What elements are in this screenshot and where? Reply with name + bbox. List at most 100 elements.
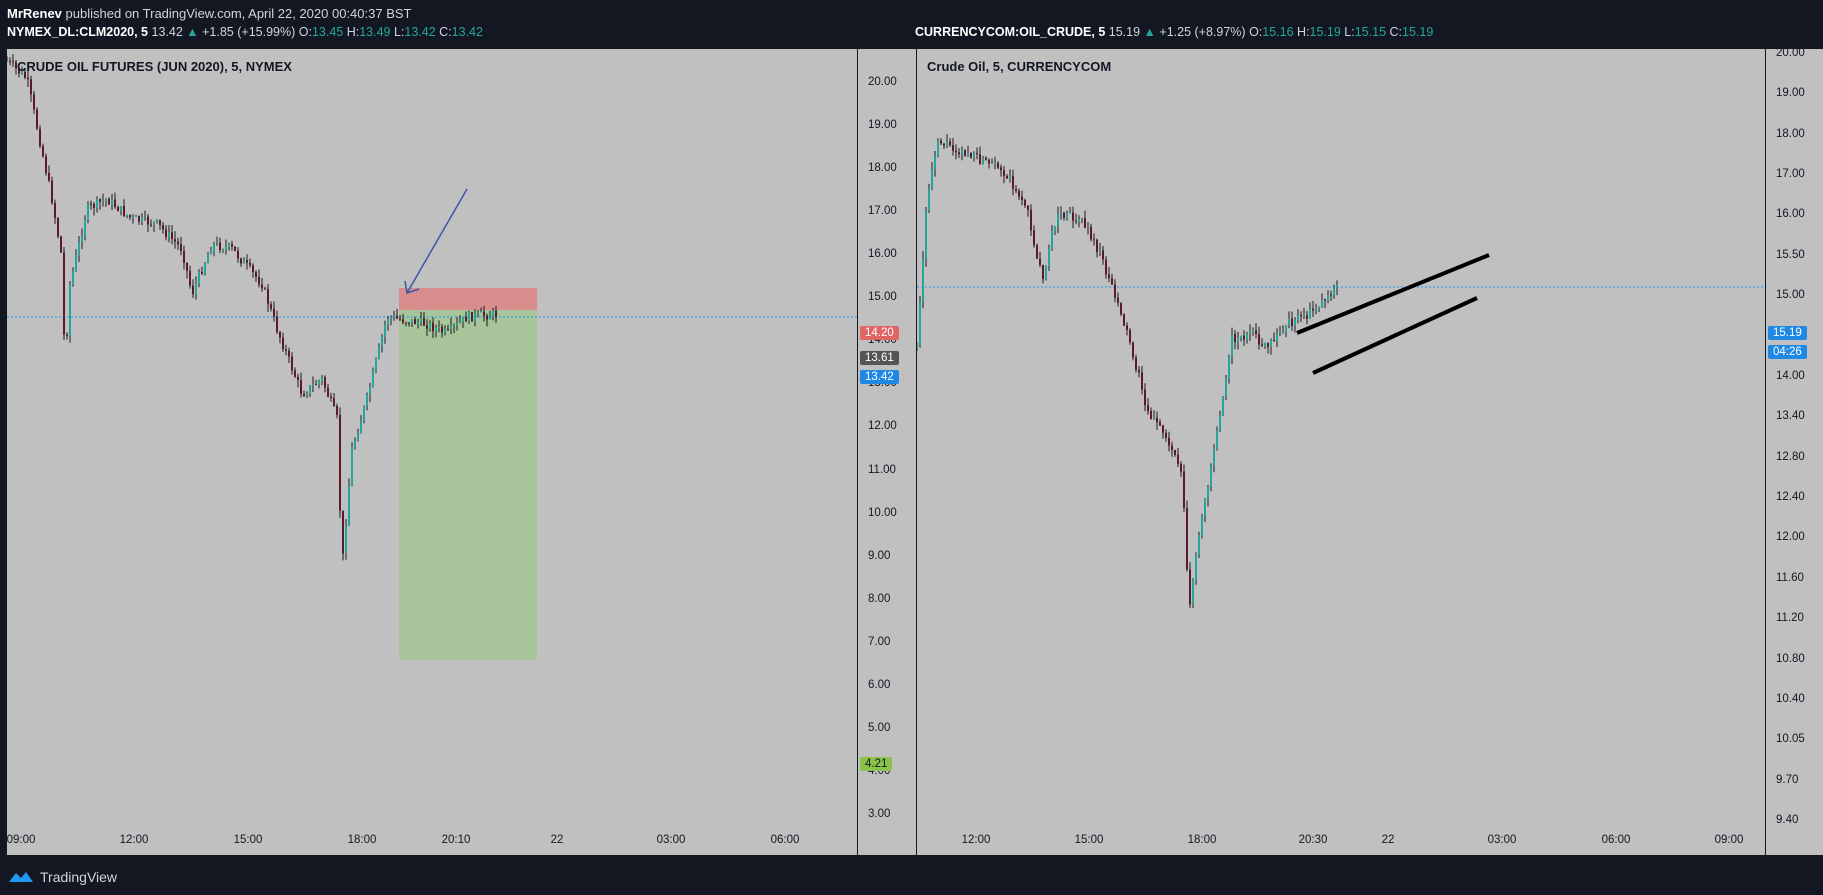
candle-body xyxy=(471,311,473,322)
candle-body xyxy=(66,334,68,337)
candle-body xyxy=(210,251,212,255)
right-x-tick: 22 xyxy=(1381,834,1395,846)
candle-body xyxy=(165,229,167,238)
left-chart-pane[interactable]: CRUDE OIL FUTURES (JUN 2020), 5, NYMEX xyxy=(7,49,857,855)
candle-body xyxy=(228,244,230,247)
candle-body xyxy=(1270,339,1272,347)
candle-body xyxy=(42,146,44,157)
candle-body xyxy=(297,376,299,381)
candle-body xyxy=(1336,284,1338,288)
candle-body xyxy=(1111,278,1113,285)
candle-body xyxy=(453,325,455,327)
candle-body xyxy=(1303,315,1305,317)
left-x-tick: 15:00 xyxy=(233,834,263,846)
candle-body xyxy=(1045,266,1047,280)
left-price-axis[interactable]: 3.004.005.006.007.008.009.0010.0011.0012… xyxy=(858,49,916,855)
candle-body xyxy=(1210,465,1212,487)
right-y-tick: 11.60 xyxy=(1776,571,1804,584)
candle-body xyxy=(273,308,275,317)
candle-body xyxy=(123,206,125,216)
right-x-tick: 03:00 xyxy=(1487,834,1517,846)
right-symbol[interactable]: CURRENCYCOM:OIL_CRUDE, 5 xyxy=(915,25,1106,39)
candle-body xyxy=(1081,218,1083,220)
left-chart-canvas[interactable] xyxy=(7,49,857,855)
left-y-tick: 3.00 xyxy=(868,808,891,820)
left-y-tick: 9.00 xyxy=(868,549,891,562)
candle-body xyxy=(336,406,338,415)
candle-body xyxy=(1225,379,1227,397)
right-chart-pane[interactable]: Crude Oil, 5, CURRENCYCOM xyxy=(917,49,1765,855)
right-chart-canvas[interactable] xyxy=(917,49,1765,855)
candle-body xyxy=(69,284,71,337)
candle-body xyxy=(450,325,452,330)
candle-body xyxy=(486,315,488,320)
candle-body xyxy=(177,241,179,245)
candle-body xyxy=(156,219,158,222)
candle-body xyxy=(994,163,996,165)
candle-body xyxy=(922,258,924,302)
candle-body xyxy=(1069,212,1071,214)
candle-body xyxy=(24,71,26,78)
left-x-tick: 18:00 xyxy=(347,834,377,846)
candle-body xyxy=(1237,337,1239,343)
candle-body xyxy=(1291,318,1293,326)
candle-body xyxy=(1297,315,1299,320)
right-x-tick: 09:00 xyxy=(1714,834,1744,846)
candle-body xyxy=(153,221,155,225)
candle-body xyxy=(261,284,263,289)
candle-body xyxy=(33,94,35,110)
left-time-axis[interactable]: 09:00 12:00 15:00 18:00 20:10 22 03:00 06:00 xyxy=(7,827,857,855)
left-chart-title: CRUDE OIL FUTURES (JUN 2020), 5, NYMEX xyxy=(17,59,292,74)
candle-body xyxy=(1006,176,1008,179)
candle-body xyxy=(940,140,942,144)
right-time-axis[interactable]: 12:00 15:00 18:00 20:30 22 03:00 06:00 09:00 xyxy=(917,827,1765,855)
right-x-tick: 06:00 xyxy=(1601,834,1631,846)
candle-body xyxy=(429,322,431,329)
footer-brand: TradingView xyxy=(40,869,118,885)
candle-body xyxy=(1147,405,1149,412)
candle-body xyxy=(1117,297,1119,303)
candle-body xyxy=(1078,219,1080,222)
candle-body xyxy=(363,406,365,421)
tradingview-footer[interactable]: TradingView xyxy=(8,869,117,885)
right-price-axis[interactable]: 9.40 9.70 10.05 10.40 10.80 11.20 11.60 12.00 12… xyxy=(1766,47,1823,855)
candle-body xyxy=(360,420,362,434)
candle-body xyxy=(1165,432,1167,438)
candle-body xyxy=(1048,248,1050,267)
candle-body xyxy=(931,168,933,189)
candle-body xyxy=(303,393,305,397)
right-close: 15.19 xyxy=(1402,25,1434,39)
right-y-tick: 15.50 xyxy=(1776,248,1805,261)
left-y-tick: 8.00 xyxy=(868,592,891,605)
candle-body xyxy=(294,370,296,377)
candle-body xyxy=(1015,188,1017,191)
candle-body xyxy=(1030,209,1032,231)
candle-body xyxy=(988,159,990,164)
right-y-tick: 19.00 xyxy=(1776,87,1805,100)
candle-body xyxy=(222,250,224,252)
right-x-tick: 12:00 xyxy=(961,834,991,846)
candle-body xyxy=(438,326,440,328)
candle-body xyxy=(399,318,401,320)
candle-body xyxy=(1033,230,1035,246)
candle-body xyxy=(952,145,954,151)
left-last: 13.42 xyxy=(151,25,183,39)
stop-loss-zone xyxy=(399,288,537,310)
candle-body xyxy=(318,380,320,385)
candle-body xyxy=(1306,315,1308,319)
candle-body xyxy=(312,384,314,386)
author-name[interactable]: MrRenev xyxy=(7,6,62,21)
candle-body xyxy=(1105,259,1107,275)
left-symbol[interactable]: NYMEX_DL:CLM2020, 5 xyxy=(7,25,149,39)
candle-body xyxy=(369,387,371,395)
candle-body xyxy=(1285,325,1287,332)
candle-body xyxy=(462,316,464,322)
candle-body xyxy=(1132,342,1134,358)
candle-body xyxy=(447,328,449,330)
candle-body xyxy=(93,204,95,208)
candle-body xyxy=(483,311,485,316)
right-y-tick: 12.80 xyxy=(1776,450,1805,463)
candle-body xyxy=(1009,176,1011,179)
candle-body xyxy=(1318,306,1320,309)
candle-body xyxy=(405,322,407,324)
